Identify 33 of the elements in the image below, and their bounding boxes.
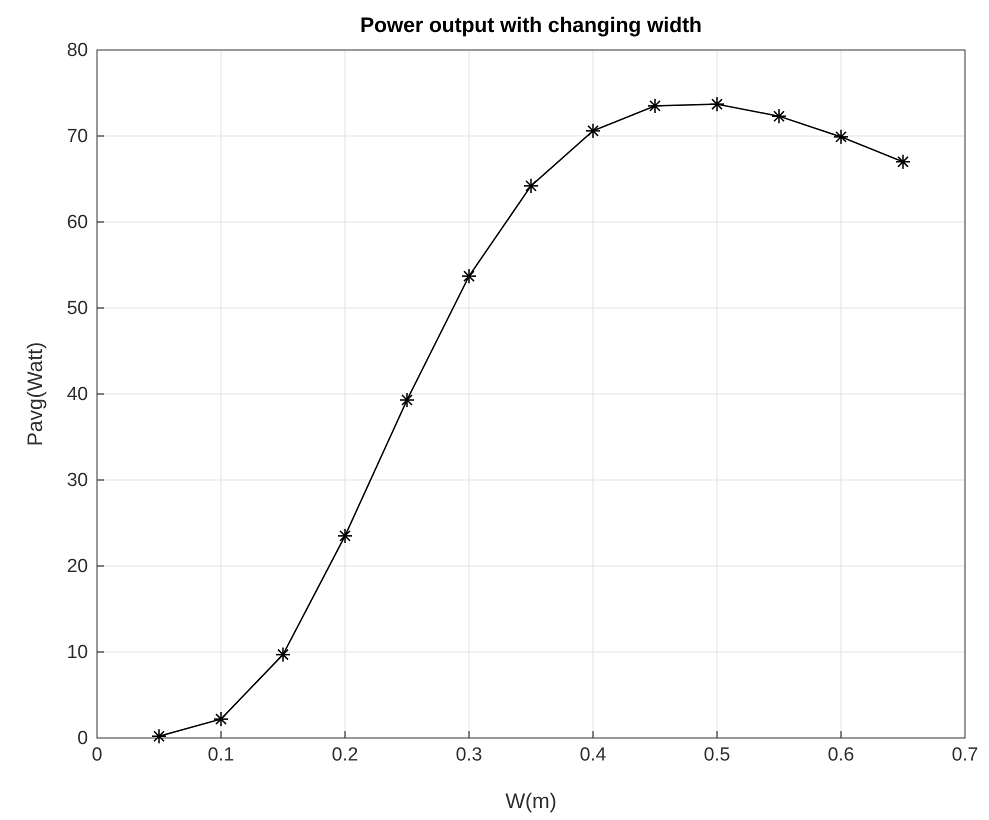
y-tick-label: 30 — [66, 470, 88, 492]
point — [151, 728, 167, 744]
point — [895, 154, 911, 170]
point — [461, 268, 477, 284]
chart-title: Power output with changing width — [360, 14, 702, 37]
point — [585, 123, 601, 139]
y-tick-label: 10 — [66, 642, 88, 664]
x-tick-label: 0.4 — [580, 744, 607, 766]
point — [709, 96, 725, 112]
point — [275, 646, 291, 662]
point — [833, 129, 849, 145]
x-tick-label: 0.2 — [332, 744, 358, 766]
x-tick-label: 0.3 — [456, 744, 482, 766]
y-tick-label: 70 — [66, 126, 88, 148]
point — [523, 178, 539, 194]
y-tick-label: 40 — [66, 384, 88, 406]
y-tick-label: 20 — [66, 556, 88, 578]
point — [399, 392, 415, 408]
x-axis-title: W(m) — [505, 790, 557, 813]
point — [771, 108, 787, 124]
x-tick-label: 0.5 — [704, 744, 730, 766]
y-tick-label: 0 — [77, 728, 88, 750]
y-tick-label: 60 — [66, 212, 88, 234]
y-tick-label: 50 — [66, 298, 88, 320]
point — [213, 711, 229, 727]
x-tick-label: 0.6 — [828, 744, 854, 766]
y-axis-title: Pavg(Watt) — [24, 342, 47, 446]
x-tick-label: 0.7 — [952, 744, 978, 766]
y-tick-label: 80 — [66, 40, 88, 62]
x-tick-label: 0 — [92, 744, 102, 766]
point — [647, 98, 663, 114]
point — [337, 528, 353, 544]
x-tick-label: 0.1 — [208, 744, 234, 766]
